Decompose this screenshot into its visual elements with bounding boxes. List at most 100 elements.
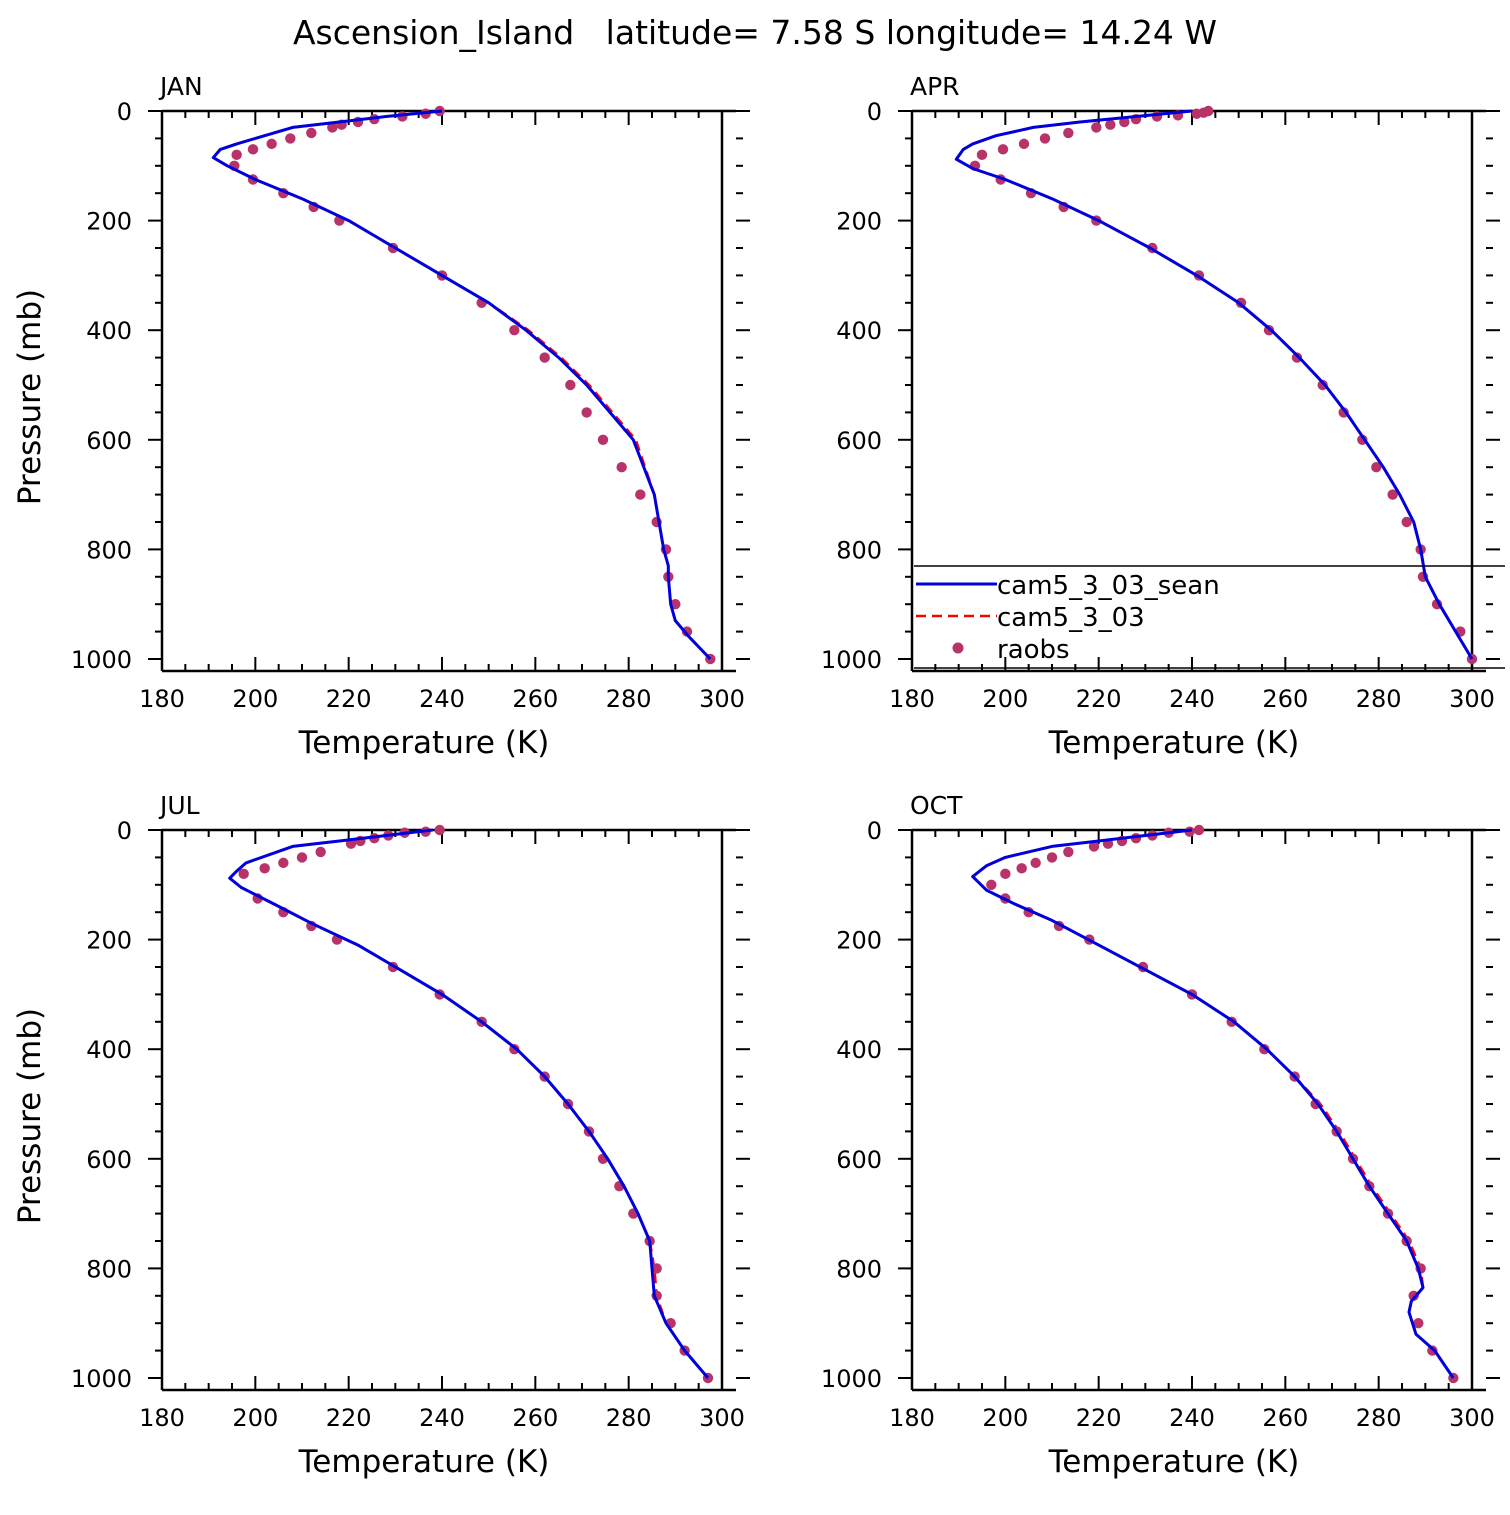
y-tick-label: 800	[86, 536, 132, 564]
x-tick-label: 240	[1169, 1404, 1215, 1432]
x-tick-label: 240	[419, 685, 465, 713]
x-ticks	[161, 111, 723, 671]
raobs-point	[1063, 846, 1074, 858]
x-axis-label: Temperature (K)	[1048, 1444, 1300, 1480]
y-tick-label: 0	[867, 98, 882, 126]
y-axis-label: Pressure (mb)	[12, 1008, 48, 1224]
y-tick-label: 800	[836, 536, 882, 564]
raobs-point	[651, 1263, 662, 1274]
x-tick-label: 220	[1076, 1404, 1122, 1432]
y-tick-label: 200	[836, 208, 882, 236]
raobs-point	[259, 863, 270, 874]
raobs-point	[1371, 462, 1382, 473]
x-tick-label: 180	[889, 685, 935, 713]
y-tick-label: 1000	[71, 646, 132, 674]
raobs-point	[434, 824, 445, 836]
raobs-point	[565, 379, 576, 391]
series-group	[954, 105, 1478, 665]
y-ticks	[148, 110, 750, 660]
raobs-point	[1291, 352, 1303, 363]
raobs-point	[1039, 133, 1051, 144]
raobs-point	[581, 407, 592, 418]
y-ticks	[898, 829, 1500, 1379]
x-tick-label: 220	[326, 685, 372, 713]
y-tick-label: 200	[836, 927, 882, 955]
y-tick-label: 0	[117, 98, 132, 126]
legend-entry-cam5-3-03-sean: cam5_3_03_sean	[916, 571, 1220, 601]
x-axis-label: Temperature (K)	[1048, 725, 1300, 761]
panel-label: APR	[910, 72, 960, 101]
legend-entry-raobs: raobs	[952, 635, 1070, 665]
raobs-point	[247, 144, 259, 155]
raobs-point	[238, 868, 249, 880]
y-tick-label: 400	[86, 1036, 132, 1064]
raobs-point	[1046, 852, 1058, 863]
legend-marker	[952, 642, 964, 654]
x-tick-label: 180	[889, 1404, 935, 1432]
raobs-point	[315, 846, 326, 858]
x-axis-label: Temperature (K)	[298, 725, 550, 761]
raobs-point	[986, 879, 997, 890]
raobs-point	[681, 626, 693, 637]
panel-label: JUL	[158, 791, 200, 820]
x-tick-label: 200	[232, 685, 278, 713]
y-tick-label: 800	[836, 1255, 882, 1283]
panel-label: OCT	[910, 791, 963, 820]
y-tick-label: 600	[86, 427, 132, 455]
x-tick-label: 300	[699, 685, 745, 713]
raobs-point	[1413, 1318, 1424, 1329]
y-tick-label: 600	[836, 427, 882, 455]
x-tick-label: 280	[1356, 1404, 1402, 1432]
raobs-point	[1091, 122, 1102, 133]
raobs-point	[976, 149, 988, 161]
legend-entry-cam5-3-03: cam5_3_03	[916, 603, 1145, 633]
x-tick-label: 200	[982, 685, 1028, 713]
legend-label: cam5_3_03_sean	[997, 571, 1220, 601]
panel-jul: 180 200 220 240 260 280 300 0 200 400 600 800 1000 JU…	[12, 791, 750, 1480]
raobs-point	[1018, 138, 1030, 150]
panels: 180 200 220 240 260 280 300 0 200 400 600 800 1000 JA…	[12, 72, 1500, 1480]
raobs-point	[1193, 824, 1205, 836]
y-tick-label: 200	[86, 208, 132, 236]
x-axis-label: Temperature (K)	[298, 1444, 550, 1480]
y-tick-label: 200	[86, 927, 132, 955]
x-tick-label: 260	[512, 685, 558, 713]
panel-jan: 180 200 220 240 260 280 300 0 200 400 600 800 1000 JA…	[12, 72, 750, 761]
series-line-cam5-3-03-sean	[211, 109, 712, 661]
raobs-point	[1191, 108, 1202, 119]
raobs-point	[1088, 841, 1100, 852]
x-tick-label: 220	[326, 1404, 372, 1432]
y-axis-label: Pressure (mb)	[12, 289, 48, 505]
panel-oct: 180 200 220 240 260 280 300 0 200 400 600 800 1000 OC…	[821, 791, 1500, 1480]
raobs-point	[327, 122, 338, 133]
x-tick-label: 300	[699, 1404, 745, 1432]
x-tick-label: 280	[1356, 685, 1402, 713]
x-tick-label: 200	[232, 1404, 278, 1432]
series-line-cam5-3-03-sean	[228, 828, 710, 1379]
x-tick-label: 240	[1169, 685, 1215, 713]
x-tick-label: 280	[606, 685, 652, 713]
y-tick-label: 600	[836, 1146, 882, 1174]
x-tick-label: 220	[1076, 685, 1122, 713]
series-line-cam5-3-03-sean	[954, 109, 1474, 660]
y-tick-label: 0	[867, 817, 882, 845]
raobs-point	[616, 462, 627, 473]
raobs-point	[266, 138, 277, 150]
raobs-point	[1000, 868, 1011, 880]
raobs-point	[278, 857, 289, 869]
y-tick-label: 400	[836, 317, 882, 345]
raobs-point	[997, 144, 1009, 155]
series-group	[211, 105, 716, 665]
y-tick-label: 1000	[821, 646, 882, 674]
raobs-point	[1030, 857, 1041, 869]
y-ticks	[898, 110, 1500, 660]
y-tick-label: 600	[86, 1146, 132, 1174]
panel-label: JAN	[158, 72, 203, 101]
x-tick-label: 260	[512, 1404, 558, 1432]
figure-title: Ascension_Island latitude= 7.58 S longit…	[293, 13, 1217, 52]
raobs-point	[296, 852, 308, 863]
series-group	[228, 824, 714, 1384]
